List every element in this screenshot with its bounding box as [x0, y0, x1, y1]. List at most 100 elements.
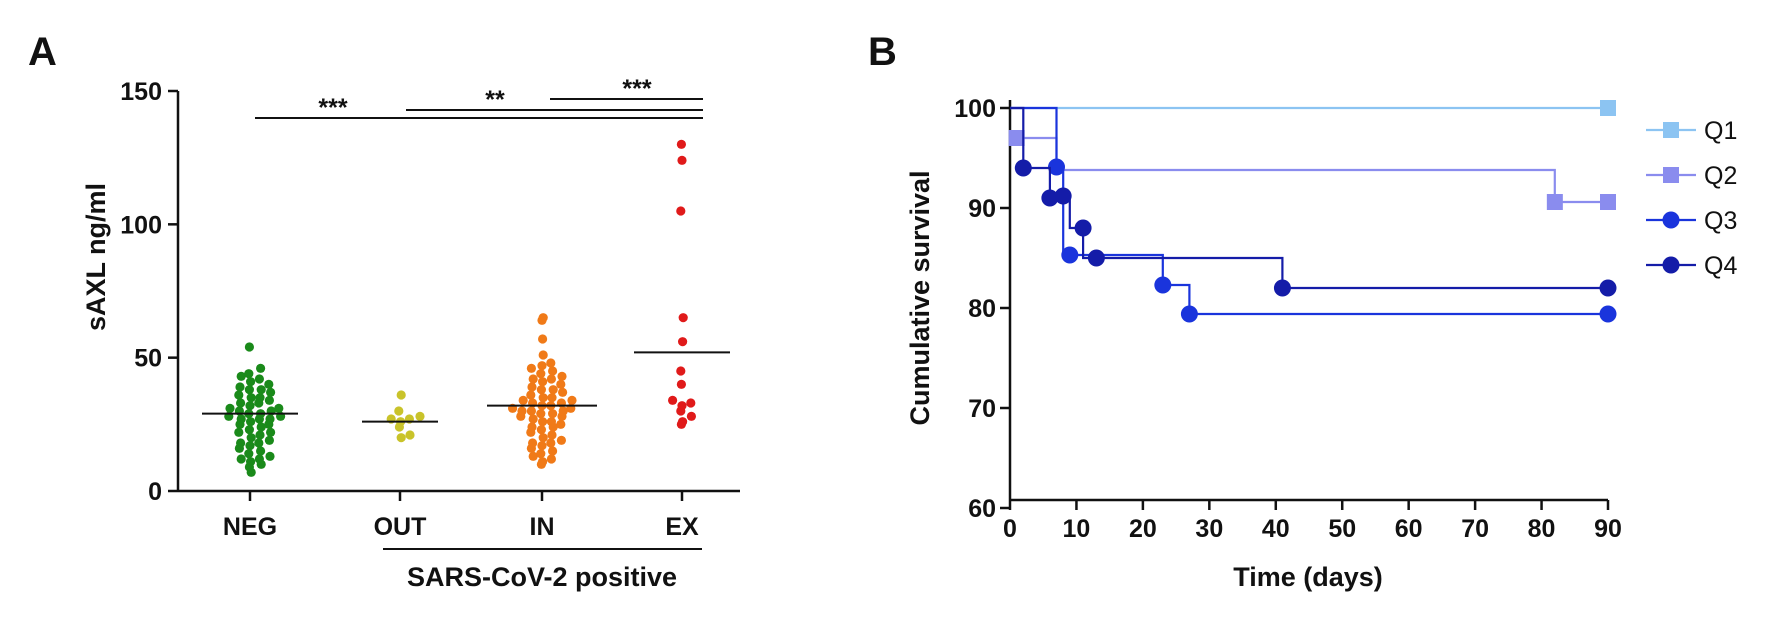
panel-b-x-tick-label: 30: [1195, 515, 1223, 543]
panel-b-y-axis-title: Cumulative survival: [905, 170, 935, 425]
panel-a-significance: *** ** ***: [255, 75, 703, 122]
legend-marker-q3: [1662, 211, 1680, 229]
panel-a-point-in: [538, 350, 548, 360]
panel-a-point-in: [526, 406, 537, 416]
panel-b-y-tick-label: 60: [968, 495, 996, 523]
panel-a-point-ex: [678, 337, 688, 347]
panel-b-marker-q4: [1599, 279, 1617, 297]
panel-a-point-in: [548, 366, 558, 376]
legend-label-q2: Q2: [1704, 162, 1737, 190]
panel-a-point-in: [528, 414, 538, 424]
panel-a-point-neg: [236, 371, 246, 381]
panel-b-series: [1008, 100, 1617, 323]
panel-a-point-neg: [236, 414, 246, 424]
panel-a-point-neg: [246, 393, 256, 403]
panel-a-significance-label: ***: [622, 75, 651, 103]
panel-a-point-neg: [264, 435, 274, 445]
panel-b-x-tick-label: 90: [1594, 515, 1622, 543]
panel-a-point-in: [537, 441, 547, 451]
panel-b-letter: B: [868, 30, 897, 74]
legend-marker-q2: [1663, 167, 1679, 183]
panel-b-x-tick-label: 40: [1262, 515, 1290, 543]
panel-b-legend: Q1 Q2 Q3 Q4: [1646, 117, 1737, 280]
panel-b-x-tick-label: 60: [1395, 515, 1423, 543]
panel-a-point-in: [528, 438, 538, 448]
panel-a-point-in: [538, 433, 548, 443]
panel-b-marker-q3: [1061, 246, 1079, 264]
legend-marker-q1: [1663, 122, 1679, 138]
panel-a-x-tick-label: NEG: [223, 513, 277, 541]
panel-a-point-ex: [668, 395, 678, 405]
panel-a-point-neg: [236, 398, 246, 408]
panel-b-y-tick-label: 100: [954, 95, 996, 123]
panel-b-marker-q2: [1600, 194, 1616, 210]
panel-a-point-in: [546, 374, 557, 384]
panel-a-point-neg: [256, 363, 266, 373]
panel-a-y-tick-label: 50: [134, 345, 162, 373]
panel-a-point-in: [528, 451, 538, 461]
panel-a-point-neg: [264, 379, 274, 389]
panel-b-marker-q1: [1600, 100, 1616, 116]
panel-a-point-neg: [255, 430, 265, 440]
panel-b-y-tick-label: 70: [968, 395, 996, 423]
panel-a-point-in: [548, 385, 558, 395]
panel-a-point-neg: [246, 457, 256, 467]
panel-a-point-neg: [266, 427, 276, 437]
panel-a-point-ex: [676, 379, 687, 389]
panel-a-point-neg: [244, 425, 254, 435]
panel-b-line-q3: [1010, 106, 1608, 316]
panel-a-y-tick-label: 100: [120, 211, 162, 239]
panel-a-point-neg: [236, 438, 246, 448]
panel-a-point-in: [548, 409, 558, 419]
panel-a-point-neg: [265, 451, 275, 461]
panel-a-point-in: [557, 371, 567, 381]
panel-a-point-ex: [678, 417, 688, 427]
panel-a-point-neg: [234, 390, 244, 400]
panel-a-x-tick-label: OUT: [374, 513, 427, 541]
panel-b-marker-q4: [1087, 249, 1105, 267]
panel-a-point-neg: [225, 403, 235, 413]
panel-a-point-in: [556, 435, 567, 445]
panel-a-point-in: [538, 313, 548, 323]
panel-a-point-in: [538, 393, 548, 403]
panel-b-marker-q2: [1008, 130, 1025, 146]
panel-a-point-in: [527, 422, 537, 432]
panel-a-point-neg: [246, 417, 256, 427]
panel-b-x-tick-label: 80: [1528, 515, 1556, 543]
panel-a-points: [224, 139, 697, 477]
panel-a-point-in: [558, 406, 568, 416]
panel-a-point-ex: [686, 411, 697, 421]
panel-a-point-in: [537, 361, 547, 371]
panel-a-x-tick-label: EX: [665, 513, 699, 541]
panel-a-point-in: [528, 374, 538, 384]
panel-a-point-in: [546, 438, 556, 448]
panel-a-significance-label: ***: [318, 94, 347, 122]
panel-a-point-in: [547, 430, 557, 440]
panel-b-x-tick-label: 10: [1063, 515, 1091, 543]
legend-marker-q4: [1662, 256, 1680, 274]
panel-a-point-ex: [686, 398, 696, 408]
panel-a-point-in: [536, 449, 546, 459]
panel-a-point-neg: [274, 403, 284, 413]
panel-a-point-out: [405, 430, 415, 440]
panel-a-point-neg: [244, 342, 254, 352]
panel-a-point-in: [538, 377, 548, 387]
panel-a-point-neg: [265, 414, 275, 424]
panel-a-point-in: [547, 393, 557, 403]
panel-a-axes: 0 50 100 150 NEG OUT IN EX: [120, 78, 740, 541]
panel-a-point-neg: [254, 374, 264, 384]
panel-a-point-in: [517, 406, 527, 416]
panel-b-marker-q3: [1154, 276, 1172, 294]
panel-a-point-in: [536, 369, 546, 379]
panel-a-point-neg: [246, 433, 256, 443]
panel-a-point-in: [548, 446, 558, 456]
panel-a-point-in: [538, 417, 548, 427]
panel-b-marker-q2: [1546, 194, 1563, 210]
panel-a-point-in: [536, 385, 547, 395]
panel-b-marker-q3: [1048, 158, 1066, 176]
panel-b-x-tick-label: 50: [1328, 515, 1356, 543]
panel-b-marker-q4: [1273, 279, 1291, 297]
panel-a-point-neg: [264, 395, 274, 405]
